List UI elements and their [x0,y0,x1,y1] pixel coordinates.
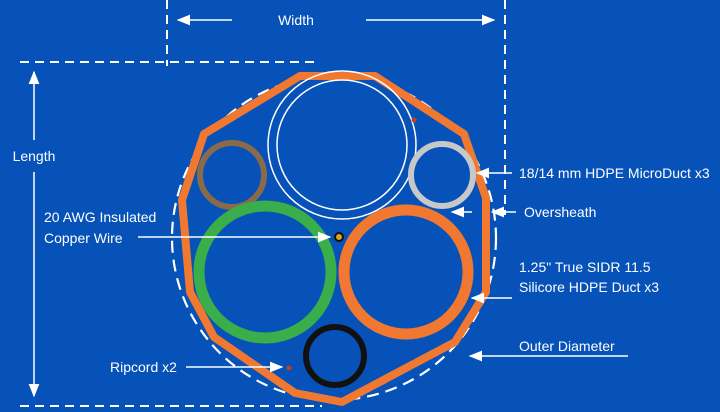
duct-label-line2: Silicore HDPE Duct x3 [519,279,659,295]
outer-diameter-label: Outer Diameter [519,338,615,354]
duct-green [193,200,337,344]
center-pathway-inner [276,79,408,211]
duct-orange [338,204,474,340]
duct-label-line1: 1.25" True SIDR 11.5 [519,259,651,275]
copper-wire-label-line2: Copper Wire [44,230,123,246]
center-pathway-outer [267,70,417,220]
duct-black [303,324,367,388]
length-label: Length [13,148,56,164]
width-label: Width [278,12,314,28]
ripcord-top-icon [411,117,417,123]
ripcord-bottom-icon [286,365,292,371]
microduct-brown [197,140,267,210]
oversheath-outline [178,72,490,406]
copper-wire-icon [334,232,344,242]
microduct-label: 18/14 mm HDPE MicroDuct x3 [519,165,710,181]
copper-wire-label-line1: 20 AWG Insulated [44,209,156,225]
oversheath-label: Oversheath [524,204,596,220]
ripcord-label: Ripcord x2 [110,359,177,375]
microduct-gray [408,141,476,209]
